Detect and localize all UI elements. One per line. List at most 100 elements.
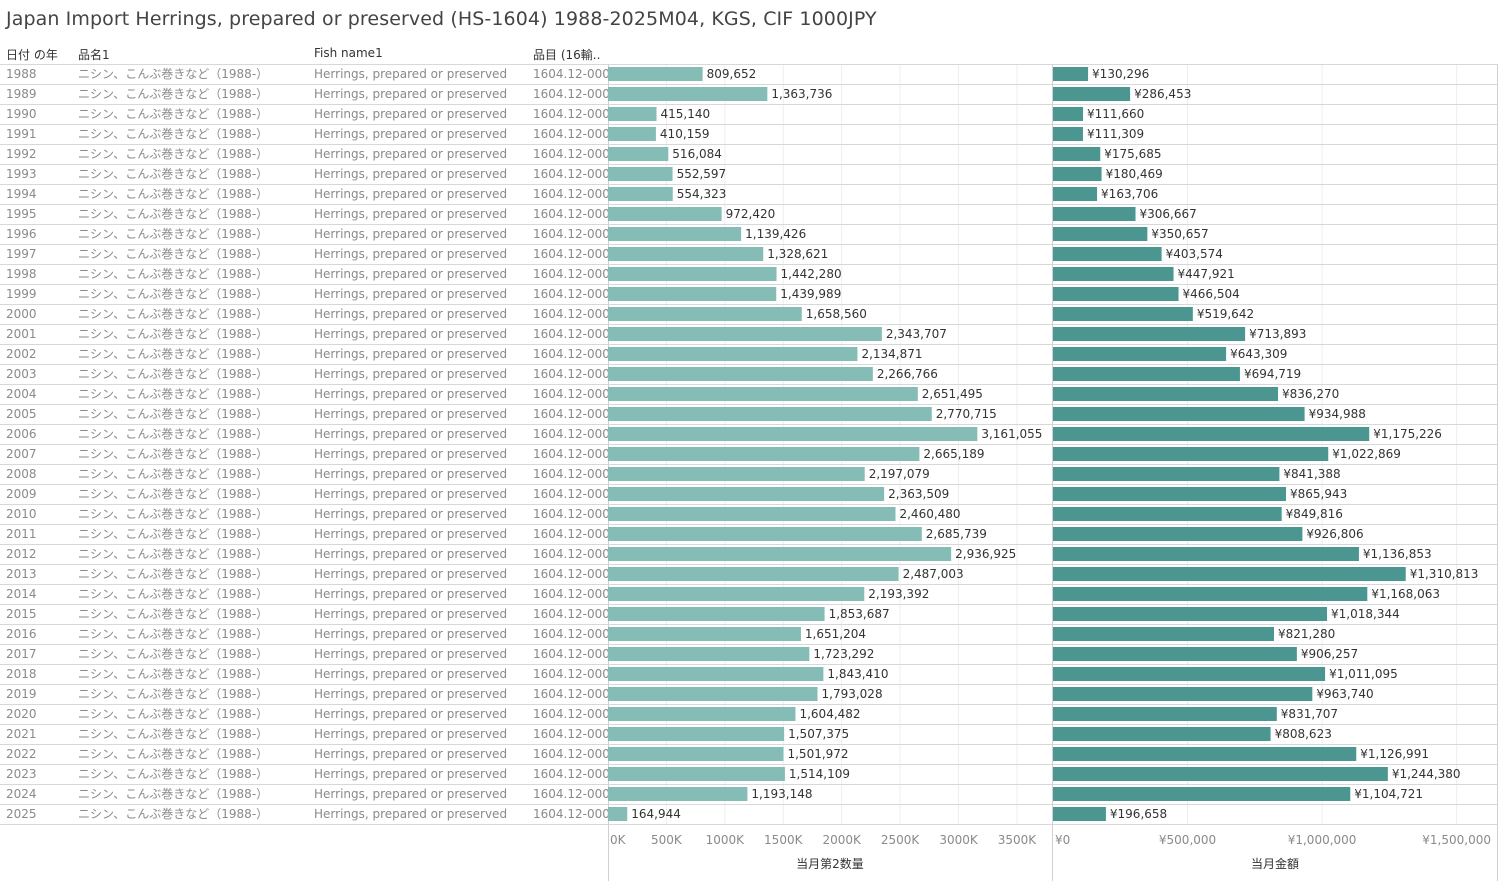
bar-label: ¥447,921	[1178, 267, 1235, 281]
name-en-cell: Herrings, prepared or preserved	[314, 327, 507, 341]
bar-label: 2,460,480	[899, 507, 960, 521]
bar-label: 2,936,925	[955, 547, 1016, 561]
bar-value	[1053, 807, 1106, 821]
bar-label: ¥286,453	[1134, 87, 1191, 101]
code-cell: 1604.12-000	[533, 687, 610, 701]
year-cell: 2022	[6, 747, 37, 761]
bar-label: ¥1,310,813	[1410, 567, 1479, 581]
bar-label: ¥1,011,095	[1329, 667, 1398, 681]
code-cell: 1604.12-000	[533, 287, 610, 301]
bar-value	[1053, 347, 1227, 361]
bar-label: ¥196,658	[1110, 807, 1167, 821]
bar-value	[1053, 707, 1277, 721]
year-cell: 1999	[6, 287, 37, 301]
bar-quantity	[608, 547, 952, 561]
bar-label: 554,323	[677, 187, 727, 201]
bar-label: ¥906,257	[1301, 647, 1358, 661]
bar-quantity	[608, 347, 858, 361]
bar-value	[1053, 367, 1240, 381]
year-cell: 1989	[6, 87, 37, 101]
year-cell: 2025	[6, 807, 37, 821]
bar-quantity	[608, 87, 768, 101]
bar-quantity	[608, 527, 922, 541]
bar-value	[1053, 727, 1271, 741]
bar-value	[1053, 327, 1246, 341]
code-cell: 1604.12-000	[533, 407, 610, 421]
year-cell: 1993	[6, 167, 37, 181]
name-jp-cell: ニシン、こんぶ巻きなど（1988-）	[78, 727, 268, 741]
name-en-cell: Herrings, prepared or preserved	[314, 287, 507, 301]
bar-label: 2,363,509	[888, 487, 949, 501]
bar-label: 1,328,621	[767, 247, 828, 261]
name-en-cell: Herrings, prepared or preserved	[314, 267, 507, 281]
bar-value	[1053, 287, 1179, 301]
name-en-cell: Herrings, prepared or preserved	[314, 627, 507, 641]
bar-quantity	[608, 627, 801, 641]
bar-value	[1053, 687, 1313, 701]
bar-label: 415,140	[661, 107, 711, 121]
bar-quantity	[608, 267, 777, 281]
bar-value	[1053, 307, 1193, 321]
bar-quantity	[608, 707, 796, 721]
name-en-cell: Herrings, prepared or preserved	[314, 347, 507, 361]
bar-value	[1053, 487, 1287, 501]
bar-label: ¥1,244,380	[1392, 767, 1461, 781]
year-cell: 2018	[6, 667, 37, 681]
bar-label: ¥175,685	[1104, 147, 1161, 161]
bar-quantity	[608, 487, 885, 501]
bar-label: ¥111,309	[1087, 127, 1144, 141]
name-jp-cell: ニシン、こんぶ巻きなど（1988-）	[78, 267, 268, 281]
bar-label: ¥306,667	[1140, 207, 1197, 221]
bar-quantity	[608, 567, 899, 581]
bar-value	[1053, 187, 1098, 201]
name-en-cell: Herrings, prepared or preserved	[314, 587, 507, 601]
year-cell: 2013	[6, 567, 37, 581]
name-en-cell: Herrings, prepared or preserved	[314, 87, 507, 101]
name-jp-cell: ニシン、こんぶ巻きなど（1988-）	[78, 767, 268, 781]
bar-label: 2,487,003	[903, 567, 964, 581]
name-jp-cell: ニシン、こんぶ巻きなど（1988-）	[78, 787, 268, 801]
code-cell: 1604.12-000	[533, 307, 610, 321]
tick-label: ¥500,000	[1159, 833, 1216, 847]
bar-label: 3,161,055	[981, 427, 1042, 441]
bar-quantity	[608, 147, 669, 161]
bar-label: ¥180,469	[1106, 167, 1163, 181]
bar-value	[1053, 647, 1297, 661]
year-cell: 2007	[6, 447, 37, 461]
bar-label: ¥111,660	[1087, 107, 1144, 121]
name-jp-cell: ニシン、こんぶ巻きなど（1988-）	[78, 587, 268, 601]
axis-title: 当月第2数量	[796, 856, 864, 871]
bar-value	[1053, 387, 1279, 401]
bar-label: ¥865,943	[1290, 487, 1347, 501]
code-cell: 1604.12-000	[533, 707, 610, 721]
year-cell: 2006	[6, 427, 37, 441]
year-cell: 1997	[6, 247, 37, 261]
bar-quantity	[608, 587, 865, 601]
name-jp-cell: ニシン、こんぶ巻きなど（1988-）	[78, 347, 268, 361]
year-cell: 1995	[6, 207, 37, 221]
name-jp-cell: ニシン、こんぶ巻きなど（1988-）	[78, 687, 268, 701]
bar-label: ¥934,988	[1309, 407, 1366, 421]
year-cell: 2016	[6, 627, 37, 641]
bar-label: 2,343,707	[886, 327, 947, 341]
name-jp-cell: ニシン、こんぶ巻きなど（1988-）	[78, 467, 268, 481]
bar-label: 1,723,292	[813, 647, 874, 661]
tick-label: 2000K	[822, 833, 862, 847]
bar-label: ¥849,816	[1286, 507, 1343, 521]
bar-value	[1053, 627, 1274, 641]
name-jp-cell: ニシン、こんぶ巻きなど（1988-）	[78, 67, 268, 81]
year-cell: 1988	[6, 67, 37, 81]
header-name-en: Fish name1	[314, 46, 383, 60]
axis-title: 当月金額	[1251, 856, 1299, 871]
bar-label: ¥713,893	[1249, 327, 1306, 341]
bar-label: ¥130,296	[1092, 67, 1149, 81]
code-cell: 1604.12-000	[533, 527, 610, 541]
name-en-cell: Herrings, prepared or preserved	[314, 747, 507, 761]
bar-label: ¥836,270	[1282, 387, 1339, 401]
bar-label: ¥1,022,869	[1332, 447, 1401, 461]
bar-label: 2,651,495	[922, 387, 983, 401]
bar-label: ¥808,623	[1275, 727, 1332, 741]
code-cell: 1604.12-000	[533, 127, 610, 141]
tick-label: 3000K	[939, 833, 979, 847]
